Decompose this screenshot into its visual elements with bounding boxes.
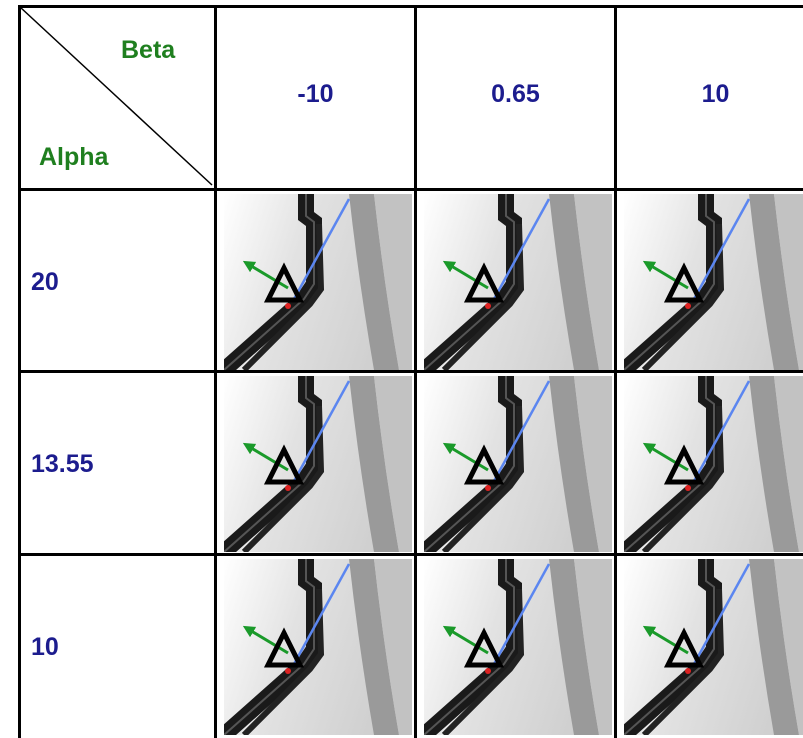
row-header: 13.55 [18, 370, 214, 553]
row-header: 10 [18, 553, 214, 738]
column-header: 10 [614, 5, 803, 188]
corner-cell: Beta Alpha [18, 5, 214, 188]
image-cell [414, 370, 614, 553]
image-cell [614, 188, 803, 370]
column-header: -10 [214, 5, 414, 188]
result-image [224, 559, 412, 735]
result-image [624, 559, 803, 735]
result-image [224, 194, 412, 370]
result-image [424, 376, 612, 552]
row-header: 20 [18, 188, 214, 370]
image-cell [214, 188, 414, 370]
result-image [424, 194, 612, 370]
result-image [624, 376, 803, 552]
image-cell [414, 553, 614, 738]
row-header-text: 20 [31, 268, 59, 296]
column-header: 0.65 [414, 5, 614, 188]
result-image [224, 376, 412, 552]
row-header-text: 13.55 [31, 450, 94, 478]
row-header-text: 10 [31, 633, 59, 661]
row-axis-label: Alpha [39, 143, 109, 171]
image-cell [614, 553, 803, 738]
column-header-text: -10 [297, 80, 334, 108]
image-cell [214, 370, 414, 553]
column-header-text: 10 [701, 80, 730, 108]
corner-diagonal [19, 6, 213, 186]
table: Beta Alpha -10 0.65 10 20 13.55 10 [18, 5, 803, 738]
image-cell [214, 553, 414, 738]
column-axis-label: Beta [121, 36, 176, 64]
column-header-text: 0.65 [491, 80, 540, 108]
image-cell [614, 370, 803, 553]
result-image [424, 559, 612, 735]
result-image [624, 194, 803, 370]
image-cell [414, 188, 614, 370]
